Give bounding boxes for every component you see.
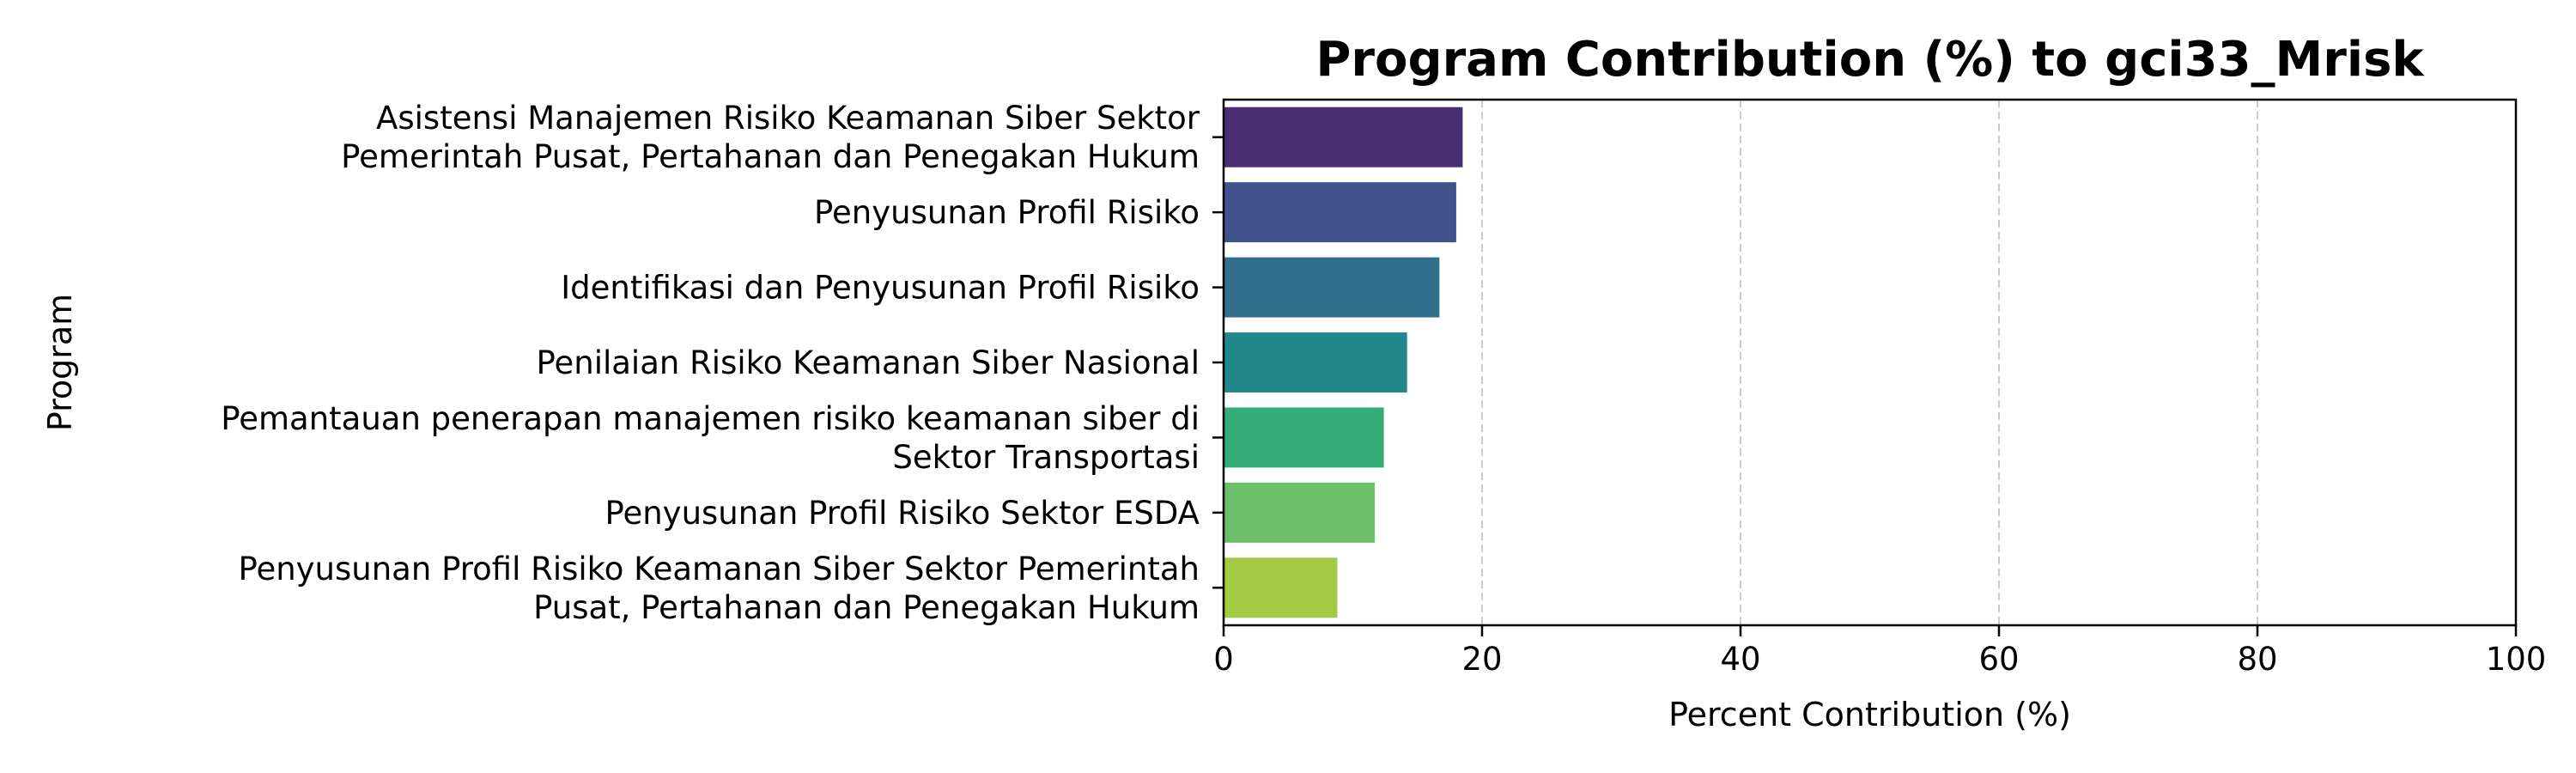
- y-axis-label: Program: [41, 294, 79, 431]
- category-label: Sektor Transportasi: [892, 439, 1200, 476]
- category-label: Penyusunan Profil Risiko: [814, 194, 1200, 231]
- y-axis-ticks: Asistensi Manajemen Risiko Keamanan Sibe…: [221, 100, 1224, 626]
- bar-6: [1224, 482, 1376, 543]
- x-tick-label: 40: [1720, 641, 1760, 678]
- bar-1: [1224, 107, 1463, 167]
- x-tick-label: 100: [2486, 641, 2547, 678]
- chart-title: Program Contribution (%) to gci33_Mrisk: [1315, 32, 2425, 88]
- bar-2: [1224, 182, 1456, 243]
- bar-3: [1224, 257, 1440, 318]
- x-axis-label: Percent Contribution (%): [1668, 696, 2071, 733]
- bar-5: [1224, 407, 1384, 468]
- category-label: Pusat, Pertahanan dan Penegakan Hukum: [533, 589, 1200, 626]
- x-tick-label: 80: [2237, 641, 2277, 678]
- category-label: Identifikasi dan Penyusunan Profil Risik…: [561, 270, 1200, 307]
- grid-lines: [1481, 100, 2258, 625]
- x-tick-label: 20: [1461, 641, 1502, 678]
- category-label: Penyusunan Profil Risiko Sektor ESDA: [605, 495, 1200, 532]
- x-axis-ticks: 0 20 40 60 80 100: [1213, 625, 2546, 678]
- bars: [1224, 107, 1463, 618]
- x-tick-label: 60: [1978, 641, 2019, 678]
- plot-frame: [1222, 98, 2518, 627]
- bar-4: [1224, 332, 1407, 393]
- category-label: Penilaian Risiko Keamanan Siber Nasional: [536, 344, 1200, 381]
- category-label: Pemerintah Pusat, Pertahanan dan Penegak…: [341, 138, 1200, 175]
- category-label: Pemantauan penerapan manajemen risiko ke…: [221, 400, 1200, 437]
- x-tick-label: 0: [1213, 641, 1234, 678]
- bar-7: [1224, 557, 1338, 618]
- category-label: Asistensi Manajemen Risiko Keamanan Sibe…: [376, 100, 1200, 137]
- category-label: Penyusunan Profil Risiko Keamanan Siber …: [238, 551, 1200, 587]
